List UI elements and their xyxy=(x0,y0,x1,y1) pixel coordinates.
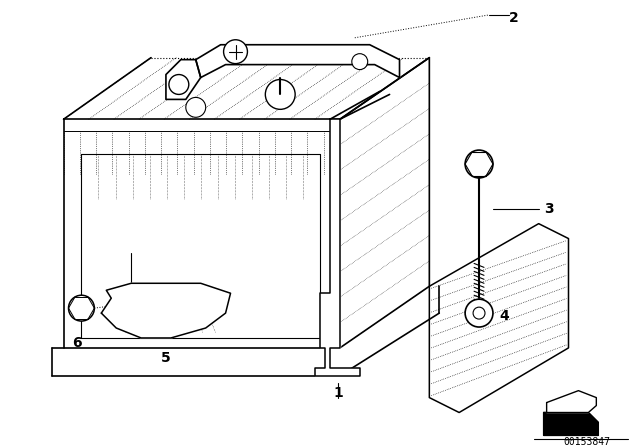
Circle shape xyxy=(223,40,248,64)
Text: 6: 6 xyxy=(72,336,81,350)
Text: 3: 3 xyxy=(543,202,553,216)
Circle shape xyxy=(352,54,368,69)
Polygon shape xyxy=(166,60,201,99)
Circle shape xyxy=(465,150,493,178)
Text: 4: 4 xyxy=(499,309,509,323)
Polygon shape xyxy=(196,45,399,78)
Text: 00153847: 00153847 xyxy=(564,437,611,448)
Circle shape xyxy=(465,299,493,327)
Polygon shape xyxy=(543,413,598,435)
Circle shape xyxy=(266,79,295,109)
Polygon shape xyxy=(315,119,360,376)
Circle shape xyxy=(473,307,485,319)
Text: 1: 1 xyxy=(333,386,343,400)
Polygon shape xyxy=(340,58,429,348)
Polygon shape xyxy=(63,119,340,348)
Polygon shape xyxy=(101,283,230,338)
Circle shape xyxy=(68,295,94,321)
Text: 2: 2 xyxy=(509,11,518,25)
Circle shape xyxy=(186,97,205,117)
Polygon shape xyxy=(547,391,596,413)
Text: 5: 5 xyxy=(161,351,171,365)
Circle shape xyxy=(169,74,189,95)
Polygon shape xyxy=(429,224,568,413)
